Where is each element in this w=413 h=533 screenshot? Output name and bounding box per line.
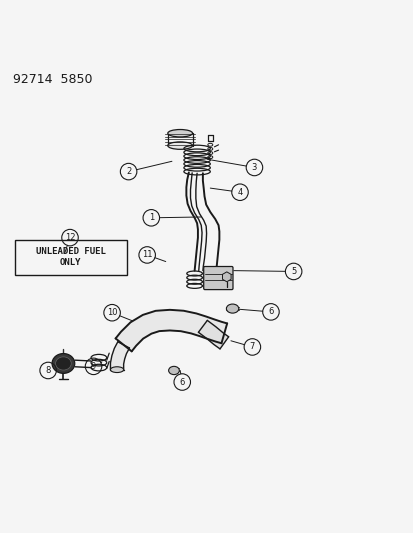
- Text: 6: 6: [179, 377, 185, 386]
- Text: 10: 10: [107, 308, 117, 317]
- Text: 8: 8: [45, 366, 51, 375]
- Text: 4: 4: [237, 188, 242, 197]
- Text: ONLY: ONLY: [60, 257, 81, 266]
- Text: 1: 1: [148, 213, 154, 222]
- Text: 7: 7: [249, 343, 254, 351]
- Ellipse shape: [55, 357, 71, 370]
- Ellipse shape: [52, 353, 75, 373]
- FancyBboxPatch shape: [203, 266, 233, 289]
- Ellipse shape: [226, 304, 238, 313]
- Text: 92714  5850: 92714 5850: [13, 72, 93, 86]
- Polygon shape: [115, 310, 227, 351]
- Text: 6: 6: [268, 308, 273, 317]
- Polygon shape: [110, 342, 129, 370]
- Text: 3: 3: [251, 163, 256, 172]
- Text: 2: 2: [126, 167, 131, 176]
- Ellipse shape: [167, 142, 192, 149]
- Ellipse shape: [168, 366, 179, 375]
- Ellipse shape: [167, 130, 192, 137]
- Text: 11: 11: [142, 251, 152, 260]
- Text: UNLEADED FUEL: UNLEADED FUEL: [36, 247, 105, 256]
- Text: 12: 12: [64, 233, 75, 242]
- Polygon shape: [198, 320, 228, 349]
- Text: 5: 5: [290, 267, 296, 276]
- Ellipse shape: [110, 367, 123, 373]
- Text: 9: 9: [91, 362, 96, 371]
